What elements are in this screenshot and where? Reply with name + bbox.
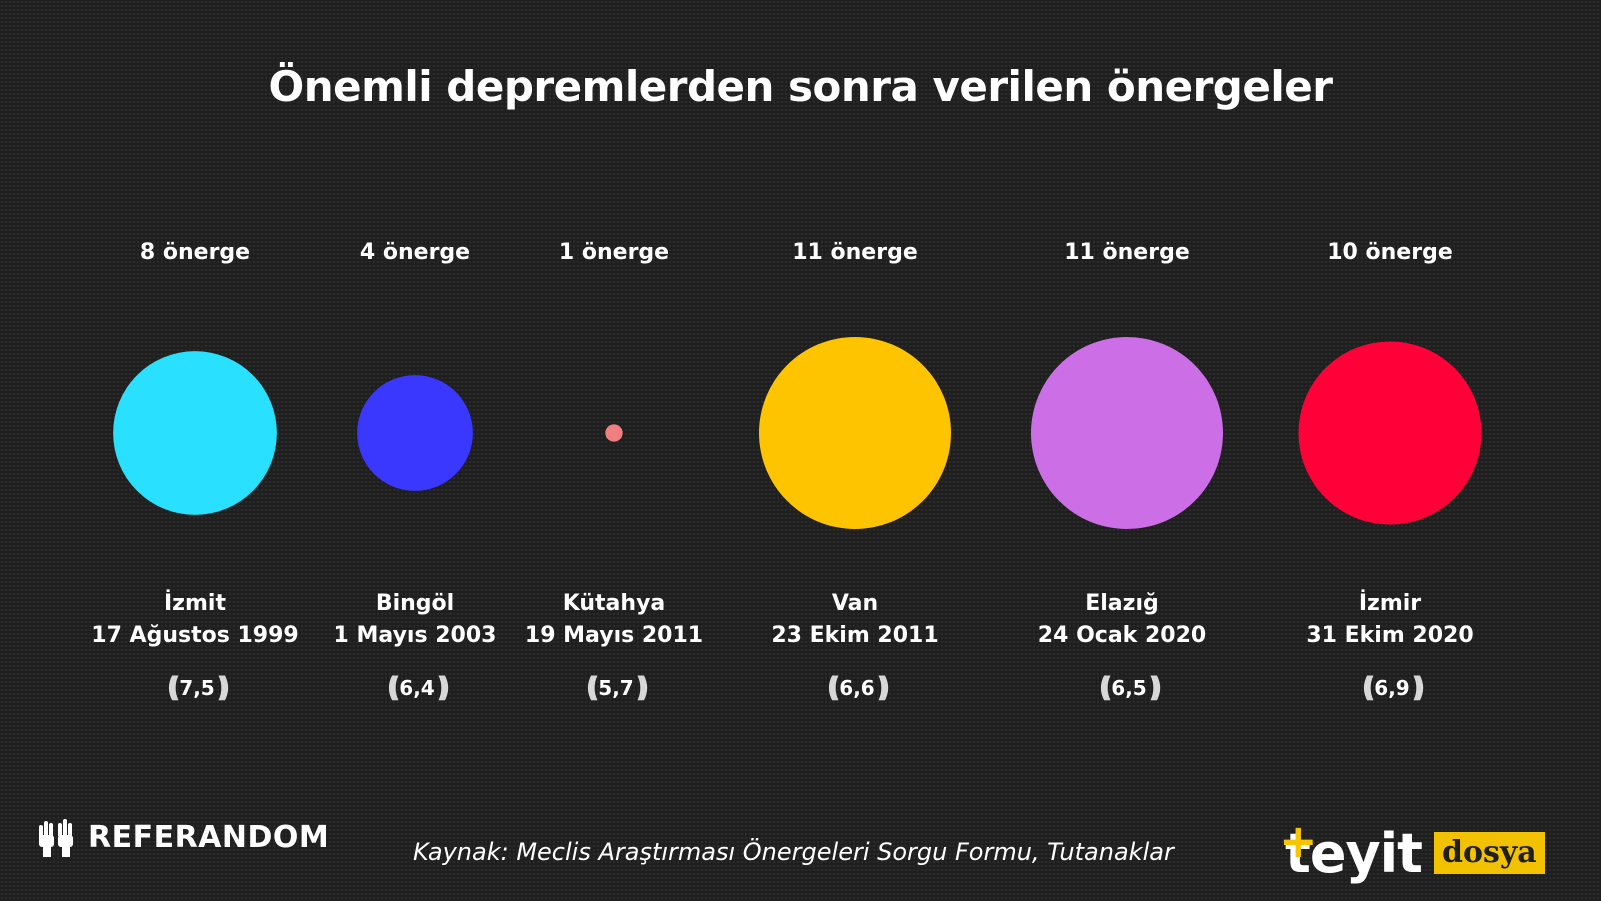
seismic-wave-icon: )))): [216, 672, 231, 704]
place-name: Van: [831, 591, 879, 616]
seismic-wave-icon: )))): [436, 672, 451, 704]
magnitude-badge: (((( 6,5 )))): [1047, 668, 1207, 708]
teyit-text: teyit: [1285, 821, 1423, 885]
count-label: 10 önerge: [1327, 240, 1453, 265]
event-label: Van 23 Ekim 2011: [735, 588, 975, 652]
event-label: İzmir 31 Ekim 2020: [1270, 588, 1510, 652]
magnitude-badge: (((( 6,9 )))): [1310, 668, 1470, 708]
event-label: Kütahya 19 Mayıs 2011: [494, 588, 734, 652]
chart-title: Önemli depremlerden sonra verilen önerge…: [268, 62, 1333, 111]
seismic-wave-icon: ((((: [1098, 672, 1113, 704]
place-name: İzmir: [1358, 591, 1422, 616]
magnitude-badge: (((( 5,7 )))): [534, 668, 694, 708]
seismic-wave-icon: ((((: [585, 672, 600, 704]
bubble-3: [605, 424, 623, 442]
event-label: İzmit 17 Ağustos 1999: [75, 588, 315, 652]
seismic-wave-icon: )))): [876, 672, 891, 704]
count-label: 4 önerge: [359, 240, 471, 265]
event-label: Bingöl 1 Mayıs 2003: [295, 588, 535, 652]
referandom-wordmark: REFERANDOM: [88, 819, 330, 855]
place-name: Elazığ: [1085, 591, 1159, 616]
magnitude-badge: (((( 6,4 )))): [335, 668, 495, 708]
bubble-5: [1031, 337, 1223, 529]
seismic-wave-icon: )))): [635, 672, 650, 704]
magnitude-badge: (((( 7,5 )))): [115, 668, 275, 708]
event-date: 17 Ağustos 1999: [91, 623, 299, 648]
count-label: 8 önerge: [139, 240, 251, 265]
count-label: 11 önerge: [1064, 240, 1190, 265]
magnitude-value: 5,7: [598, 676, 634, 700]
seismic-wave-icon: )))): [1411, 672, 1426, 704]
count-label: 11 önerge: [792, 240, 918, 265]
count-label: 1 önerge: [558, 240, 670, 265]
teyit-wordmark: + teyit: [1279, 814, 1423, 885]
place-name: İzmit: [164, 591, 226, 616]
bubble-4: [759, 337, 951, 529]
seismic-wave-icon: ((((: [386, 672, 401, 704]
magnitude-badge: (((( 6,6 )))): [775, 668, 935, 708]
event-date: 1 Mayıs 2003: [333, 623, 497, 648]
seismic-wave-icon: ((((: [826, 672, 841, 704]
bubble-6: [1298, 341, 1482, 525]
event-date: 24 Ocak 2020: [1037, 623, 1207, 648]
dosya-tag: dosya: [1433, 832, 1545, 874]
magnitude-value: 6,9: [1374, 676, 1410, 700]
place-name: Bingöl: [375, 591, 455, 616]
seismic-wave-icon: )))): [1148, 672, 1163, 704]
source-note: Kaynak: Meclis Araştırması Önergeleri So…: [413, 838, 1174, 866]
bubble-2: [357, 375, 473, 491]
event-label: Elazığ 24 Ocak 2020: [1002, 588, 1242, 652]
event-date: 23 Ekim 2011: [771, 623, 939, 648]
magnitude-value: 6,5: [1111, 676, 1147, 700]
plus-icon: +: [1279, 813, 1318, 868]
magnitude-value: 6,4: [399, 676, 435, 700]
referandom-logo: REFERANDOM: [36, 815, 329, 859]
magnitude-value: 7,5: [179, 676, 215, 700]
raised-hands-icon: [39, 819, 73, 857]
bubble-1: [113, 351, 277, 515]
place-name: Kütahya: [562, 591, 666, 616]
event-date: 19 Mayıs 2011: [524, 623, 704, 648]
seismic-wave-icon: ((((: [1361, 672, 1376, 704]
teyit-dosya-logo: + teyit dosya: [1279, 814, 1545, 886]
magnitude-value: 6,6: [839, 676, 875, 700]
event-date: 31 Ekim 2020: [1306, 623, 1474, 648]
seismic-wave-icon: ((((: [166, 672, 181, 704]
